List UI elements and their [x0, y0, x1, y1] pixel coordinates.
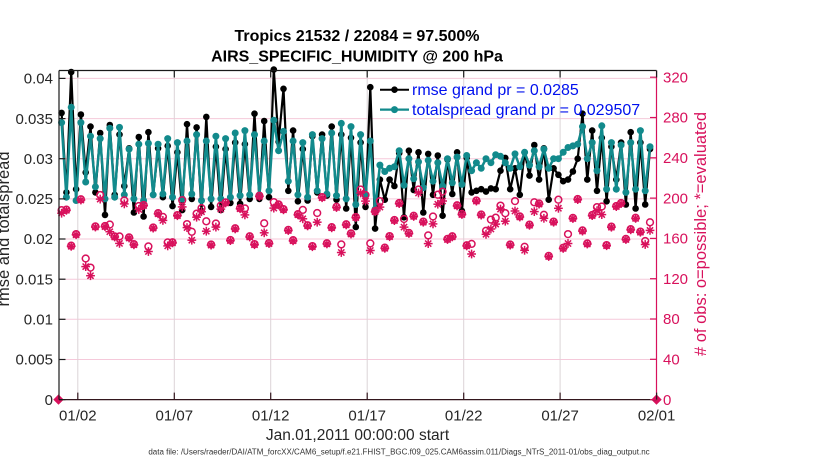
- svg-text:0.02: 0.02: [24, 231, 53, 248]
- svg-text:40: 40: [663, 352, 680, 369]
- svg-text:01/07: 01/07: [156, 408, 194, 425]
- svg-text:240: 240: [663, 150, 688, 167]
- svg-text:200: 200: [663, 190, 688, 207]
- svg-text:120: 120: [663, 271, 688, 288]
- svg-text:Tropics 21532 / 22084 = 97.500: Tropics 21532 / 22084 = 97.500%: [234, 28, 479, 45]
- svg-text:0.035: 0.035: [15, 111, 53, 128]
- svg-text:0.01: 0.01: [24, 312, 53, 329]
- svg-text:0.015: 0.015: [15, 271, 53, 288]
- svg-text:0.005: 0.005: [15, 352, 53, 369]
- svg-text:01/22: 01/22: [445, 408, 483, 425]
- svg-text:rmse and totalspread: rmse and totalspread: [0, 151, 13, 306]
- svg-text:data file: /Users/raeder/DAI/A: data file: /Users/raeder/DAI/ATM_forcXX/…: [148, 448, 649, 457]
- svg-text:0.025: 0.025: [15, 191, 53, 208]
- svg-text:0: 0: [663, 392, 671, 409]
- svg-text:0.03: 0.03: [24, 151, 53, 168]
- svg-text:0.04: 0.04: [24, 71, 53, 88]
- svg-text:280: 280: [663, 110, 688, 127]
- svg-text:0: 0: [45, 392, 53, 409]
- svg-text:02/01: 02/01: [638, 408, 676, 425]
- svg-text:AIRS_SPECIFIC_HUMIDITY @ 200 h: AIRS_SPECIFIC_HUMIDITY @ 200 hPa: [211, 49, 503, 66]
- svg-text:01/17: 01/17: [348, 408, 386, 425]
- svg-text:Jan.01,2011 00:00:00 start: Jan.01,2011 00:00:00 start: [266, 427, 450, 444]
- svg-text:160: 160: [663, 231, 688, 248]
- svg-text:01/12: 01/12: [252, 408, 290, 425]
- svg-text:totalspread grand pr = 0.02950: totalspread grand pr = 0.029507: [412, 102, 640, 119]
- svg-text:01/27: 01/27: [541, 408, 579, 425]
- svg-text:320: 320: [663, 69, 688, 86]
- svg-text:rmse grand pr = 0.0285: rmse grand pr = 0.0285: [412, 82, 579, 99]
- svg-text:80: 80: [663, 311, 680, 328]
- svg-text:# of obs: o=possible; *=evalua: # of obs: o=possible; *=evaluated: [692, 112, 710, 356]
- svg-text:01/02: 01/02: [59, 408, 97, 425]
